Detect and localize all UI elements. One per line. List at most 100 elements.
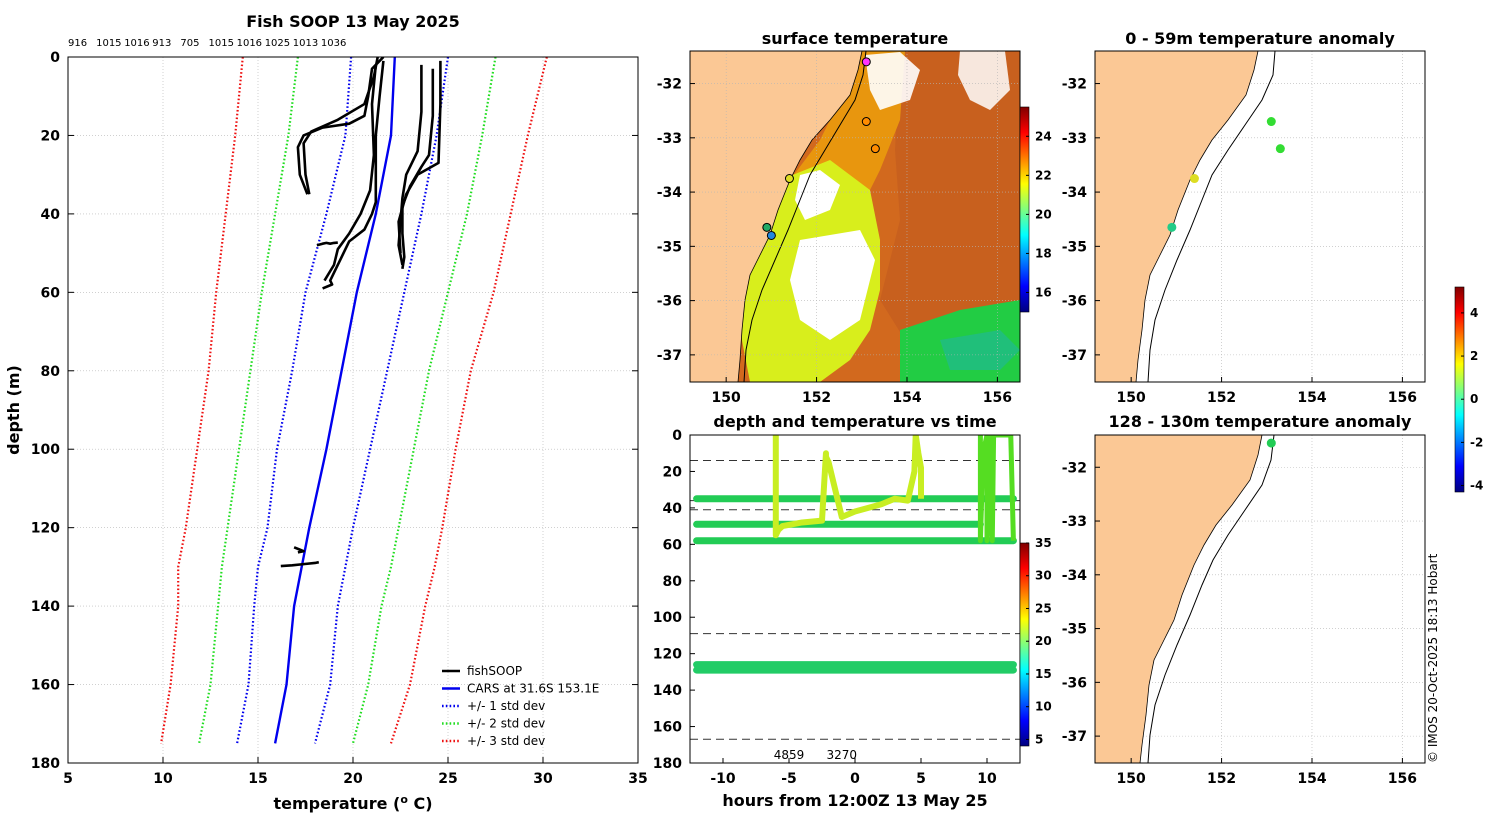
fishsoop-trace [323,64,378,282]
timeseries-bands [693,495,1017,674]
colorbar-tick-label: 24 [1035,129,1052,143]
colorbar-tick-label: 2 [1470,349,1478,363]
surface-x-ticks: 150 152 154 156 [712,377,1012,406]
map-ytick-label: -37 [657,348,682,364]
profile-panel: Fish SOOP 13 May 2025 916 1015 1016 913 705 1… [4,12,648,813]
anomaly-point [1189,174,1199,184]
profile-y-ticks: 0 20 40 60 80 100 120 140 160 180 [31,50,638,772]
map-ytick-label: -37 [1062,348,1087,364]
profile-line-2 [313,57,450,744]
timeseries-ytick-label: 100 [653,610,682,626]
profile-ytick-label: 100 [31,442,60,458]
legend-label: fishSOOP [467,664,522,678]
anom-upper-panel: 0 - 59m temperature anomaly 150 152 154 156… [1062,29,1426,406]
colorbar-tick-label: 20 [1035,207,1052,221]
anomaly-point [1266,117,1276,127]
profile-top-label: 1015 [209,38,234,49]
profile-line-1 [236,57,353,744]
map-xtick-label: 154 [1297,390,1326,406]
profile-ytick-label: 60 [41,285,61,301]
fishsoop-traces [280,57,442,568]
legend-label: +/- 1 std dev [467,699,545,713]
profile-ytick-label: 160 [31,678,60,694]
station-marker [766,230,776,240]
anom-lower-y-ticks: -32 -33 -34 -35 -36 -37 [1062,460,1100,745]
anom-upper-frame [1094,50,1426,383]
station-marker [861,117,871,127]
map-xtick-label: 152 [1207,771,1236,787]
map-ytick-label: -32 [657,77,682,93]
station-marker [870,144,880,154]
fishsoop-trace [280,560,320,568]
surface-map [690,51,1020,382]
profile-ytick-label: 120 [31,521,60,537]
fishsoop-trace [293,546,305,554]
anom-upper-points [1167,117,1285,232]
profile-xtick-label: 15 [248,771,267,787]
timeseries-ytick-label: 180 [653,756,682,772]
isobath [743,51,867,382]
colorbar-tick-label: 25 [1035,601,1052,615]
colorbar-tick-label: 0 [1470,392,1478,406]
map-ytick-label: -33 [1062,514,1087,530]
colorbar-tick-label: 16 [1035,285,1052,299]
profile-title: Fish SOOP 13 May 2025 [246,12,460,31]
map-ytick-label: -32 [1062,77,1087,93]
profile-xtick-label: 10 [153,771,173,787]
colorbar-tick-label: 35 [1035,536,1052,550]
profile-xtick-label: 20 [343,771,363,787]
timeseries-ytick-label: 120 [653,647,682,663]
profile-top-label: 1013 [293,38,318,49]
map-ytick-label: -36 [1062,675,1087,691]
anom-lower-frame [1094,434,1426,764]
anom-lower-points [1266,438,1276,448]
timeseries-ytick-label: 60 [663,537,683,553]
anom-lower-land [1095,435,1263,763]
profile-top-labels: 916 1015 1016 913 705 1015 1016 1025 1013 1036 [68,38,346,49]
profile-line-5 [160,57,244,744]
anom-upper-x-ticks: 150 152 154 156 [1117,377,1417,406]
profile-ytick-label: 40 [41,207,61,223]
map-xtick-label: 152 [802,390,831,406]
fishsoop-trace [397,60,442,254]
timeseries-ytick-label: 140 [653,683,682,699]
colorbar-tick-label: 20 [1035,634,1052,648]
map-ytick-label: -37 [1062,729,1087,745]
colorbar-tick-label: 15 [1035,667,1052,681]
map-ytick-label: -35 [1062,239,1087,255]
legend-label: +/- 3 std dev [467,734,545,748]
sst-cloud-4 [795,170,840,220]
fishsoop-trace [316,241,338,247]
station-marker [861,57,871,67]
colorbar-tick-label: 10 [1035,700,1052,714]
profile-xtick-label: 30 [533,771,553,787]
surface-grid [690,51,1020,382]
profile-top-label: 1016 [124,38,149,49]
fishsoop-trace [296,57,385,195]
sst-cloud-3 [958,51,1010,110]
profile-ylabel: depth (m) [4,365,23,455]
station-marker [784,174,794,184]
map-ytick-label: -36 [657,294,682,310]
sst-warm-core [880,51,1020,332]
anom-upper-y-ticks: -32 -33 -34 -35 -36 -37 [1062,77,1100,364]
profile-top-label: 1015 [96,38,121,49]
timeseries-ytick-label: 160 [653,720,682,736]
timeseries-colorbar-ticks: 5 10 15 20 25 30 35 [1026,536,1052,746]
timeseries-frame [689,434,1021,764]
profile-ytick-label: 180 [31,756,60,772]
colorbar-tick-label: 5 [1035,732,1043,746]
colorbar-tick-label: 4 [1470,306,1478,320]
colorbar-tick-label: 30 [1035,569,1052,583]
profile-legend: fishSOOP CARS at 31.6S 153.1E +/- 1 std de… [442,664,599,748]
fishsoop-trace [322,60,385,290]
timeseries-bottom-label: 3270 [827,748,858,762]
profile-ytick-label: 140 [31,599,60,615]
profile-xtick-label: 35 [628,771,647,787]
anom-lower-title: 128 - 130m temperature anomaly [1109,412,1412,431]
profile-ytick-label: 0 [50,50,60,66]
map-ytick-label: -34 [657,185,683,201]
profile-x-ticks: 5 10 15 20 25 30 35 [63,757,648,787]
timeseries-y-ticks: 0 20 40 60 80 100 120 140 160 180 [653,428,695,772]
timeseries-ytick-label: 80 [663,574,683,590]
